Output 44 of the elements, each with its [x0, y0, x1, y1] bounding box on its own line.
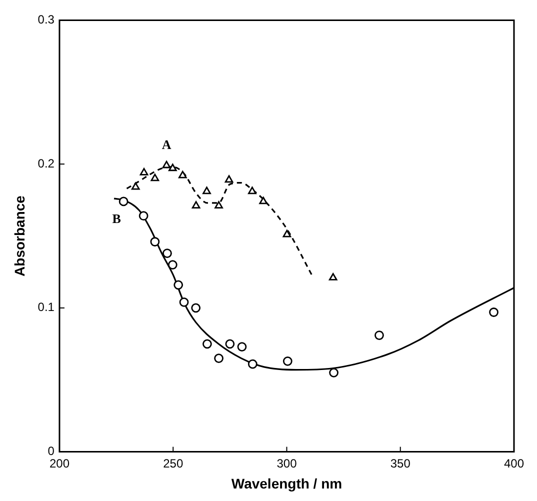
point [192, 201, 200, 208]
point [282, 356, 292, 366]
point [131, 182, 140, 190]
point [118, 196, 128, 206]
series-label: B [112, 210, 122, 226]
point [174, 280, 184, 290]
x-tick-label: 350 [390, 456, 411, 470]
point [282, 230, 292, 238]
y-axis-title: Absorbance [11, 195, 28, 276]
y-tick-label: 0.1 [38, 300, 55, 314]
point [162, 248, 172, 258]
x-tick-label: 400 [504, 456, 524, 470]
point [489, 308, 498, 317]
point [202, 339, 212, 349]
y-tick-label: 0.2 [38, 156, 55, 170]
point [168, 164, 177, 172]
point [179, 297, 189, 307]
point [191, 303, 201, 313]
x-tick-label: 250 [163, 456, 184, 470]
point [202, 186, 211, 194]
point [248, 186, 256, 194]
point [329, 368, 338, 378]
point [162, 160, 171, 168]
point [328, 273, 338, 280]
point [224, 175, 234, 183]
point [214, 201, 223, 208]
point [150, 174, 160, 182]
point [237, 342, 247, 352]
point [248, 359, 258, 369]
point [168, 260, 178, 270]
x-tick-label: 300 [276, 456, 298, 470]
x-axis-title: Wavelength / nm [231, 475, 342, 492]
y-tick-label: 0 [48, 444, 55, 458]
point [214, 354, 224, 363]
point [259, 196, 268, 204]
x-tick-label: 200 [49, 456, 70, 470]
point [140, 168, 148, 176]
series-label: A [162, 136, 172, 152]
point [225, 339, 235, 349]
point [138, 211, 148, 221]
y-tick-label: 0.3 [38, 12, 55, 27]
point [150, 237, 160, 246]
point [178, 170, 187, 178]
point [374, 330, 384, 340]
